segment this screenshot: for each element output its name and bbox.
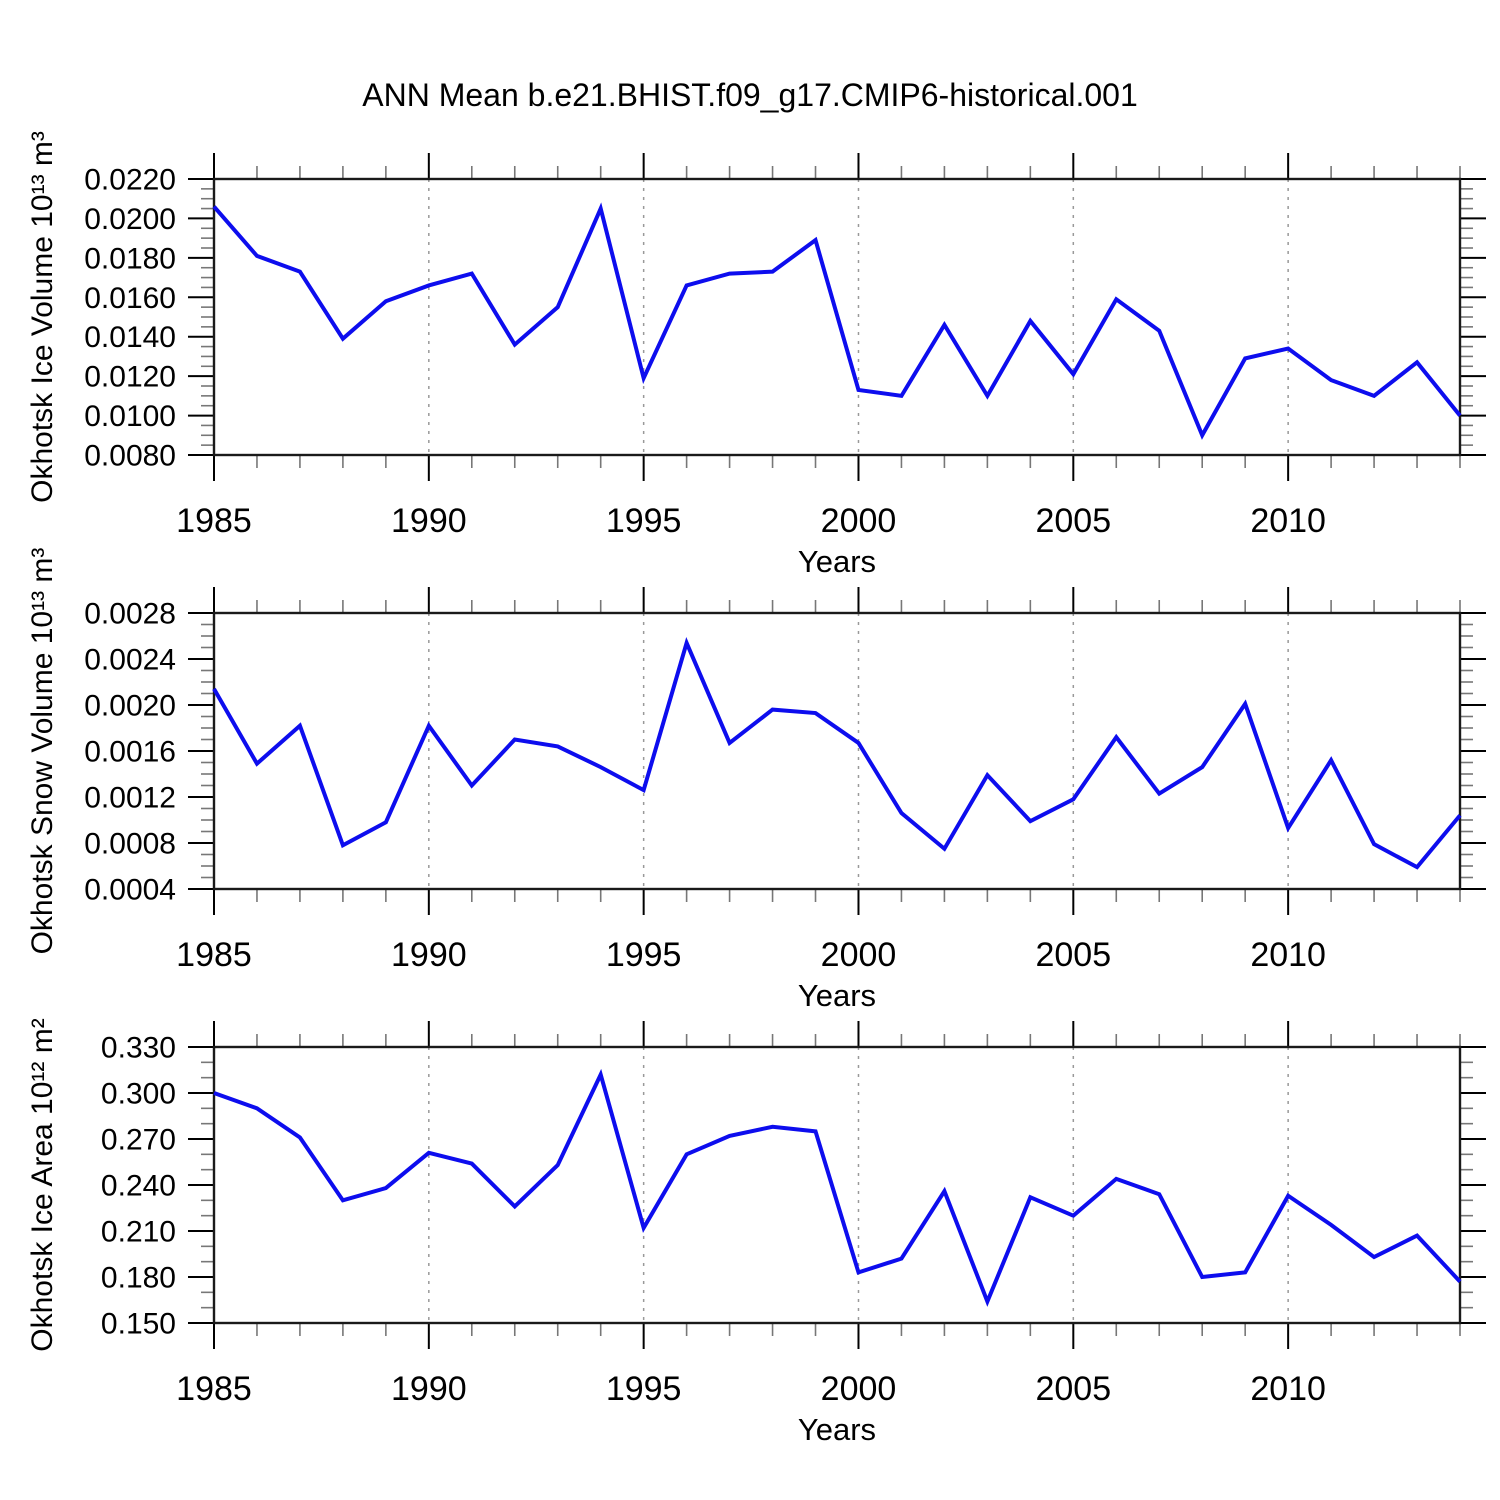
panel-okhotsk-snow-volume: 0.0004 0.0008 0.0012 0.0016 0.0020 0.0024 0.00… bbox=[26, 548, 1486, 1013]
x-axis-title: Years bbox=[798, 978, 876, 1013]
x-tick-label: 2005 bbox=[1035, 502, 1111, 540]
x-tick-label: 2005 bbox=[1035, 1370, 1111, 1408]
x-tick-label: 1990 bbox=[391, 1370, 467, 1408]
x-tick-label: 1985 bbox=[176, 502, 252, 540]
x-tick-label: 1990 bbox=[391, 502, 467, 540]
data-line-okhotsk-ice-volume bbox=[212, 202, 1462, 440]
x-tick-label: 2010 bbox=[1250, 502, 1326, 540]
x-axis-title: Years bbox=[798, 544, 876, 579]
x-tick-label: 2000 bbox=[821, 502, 897, 540]
panels-container: 0.0080 0.0100 0.0120 0.0140 0.0160 0.0180 0.02… bbox=[26, 131, 1486, 1447]
x-tick-label: 2005 bbox=[1035, 936, 1111, 974]
x-tick-label: 1990 bbox=[391, 936, 467, 974]
y-tick-label: 0.210 bbox=[101, 1216, 176, 1249]
y-tick-label: 0.0028 bbox=[84, 598, 176, 631]
y-tick-label: 0.330 bbox=[101, 1032, 176, 1065]
panel-okhotsk-ice-area: 0.150 0.180 0.210 0.240 0.270 0.300 0.330 1985 1… bbox=[26, 1018, 1486, 1447]
data-line-okhotsk-snow-volume bbox=[212, 636, 1462, 870]
plot-frame bbox=[212, 1045, 1462, 1325]
plot-frame bbox=[212, 177, 1462, 457]
x-tick-label: 2010 bbox=[1250, 1370, 1326, 1408]
y-tick-label: 0.0004 bbox=[84, 874, 176, 907]
y-tick-label: 0.240 bbox=[101, 1170, 176, 1203]
y-tick-label: 0.0024 bbox=[84, 644, 176, 677]
y-tick-label: 0.180 bbox=[101, 1262, 176, 1295]
plot-frame bbox=[212, 611, 1462, 891]
x-tick-label: 1995 bbox=[606, 1370, 682, 1408]
y-tick-label: 0.0020 bbox=[84, 690, 176, 723]
x-tick-label: 1985 bbox=[176, 1370, 252, 1408]
x-tick-label: 2000 bbox=[821, 1370, 897, 1408]
y-tick-label: 0.0140 bbox=[84, 321, 176, 354]
data-line-okhotsk-ice-area bbox=[213, 1068, 1462, 1307]
y-axis-title: Okhotsk Ice Volume 10¹³ m³ bbox=[26, 131, 59, 503]
y-tick-label: 0.270 bbox=[101, 1124, 176, 1157]
y-tick-label: 0.0016 bbox=[84, 736, 176, 769]
y-tick-label: 0.0200 bbox=[84, 203, 176, 236]
y-tick-label: 0.0008 bbox=[84, 828, 176, 861]
y-tick-label: 0.0012 bbox=[84, 782, 176, 815]
x-tick-label: 1995 bbox=[606, 936, 682, 974]
y-axis-title: Okhotsk Ice Area 10¹² m² bbox=[26, 1018, 59, 1351]
x-tick-label: 2010 bbox=[1250, 936, 1326, 974]
y-tick-label: 0.0180 bbox=[84, 242, 176, 275]
x-tick-label: 2000 bbox=[821, 936, 897, 974]
y-tick-label: 0.0080 bbox=[84, 440, 176, 473]
y-tick-label: 0.0220 bbox=[84, 164, 176, 197]
x-tick-label: 1985 bbox=[176, 936, 252, 974]
figure-title: ANN Mean b.e21.BHIST.f09_g17.CMIP6-histo… bbox=[362, 77, 1138, 113]
y-tick-label: 0.0100 bbox=[84, 400, 176, 433]
y-tick-label: 0.0120 bbox=[84, 361, 176, 394]
y-tick-label: 0.150 bbox=[101, 1308, 176, 1341]
y-tick-label: 0.300 bbox=[101, 1078, 176, 1111]
x-axis-title: Years bbox=[798, 1412, 876, 1447]
y-tick-label: 0.0160 bbox=[84, 282, 176, 315]
x-tick-label: 1995 bbox=[606, 502, 682, 540]
y-axis-title: Okhotsk Snow Volume 10¹³ m³ bbox=[26, 548, 59, 955]
panel-okhotsk-ice-volume: 0.0080 0.0100 0.0120 0.0140 0.0160 0.0180 0.02… bbox=[26, 131, 1486, 579]
